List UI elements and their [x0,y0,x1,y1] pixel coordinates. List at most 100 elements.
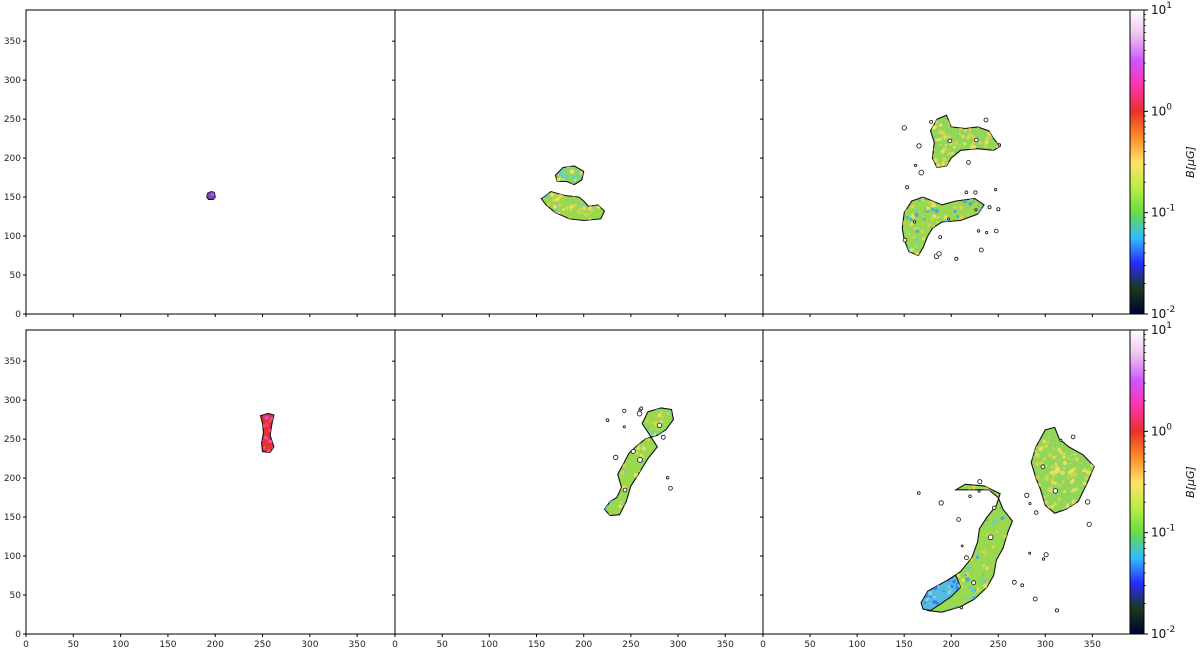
blob [929,114,1001,169]
texture-dot [668,505,673,510]
texture-dot [1050,465,1055,469]
texture-dot [952,231,956,234]
contour-fragment [947,138,953,144]
texture-dot [955,225,959,229]
y-tick-label: 150 [4,193,21,203]
texture-dot [992,124,997,129]
texture-dot [995,530,999,534]
texture-dot [983,143,989,148]
contour-fragment [1086,521,1092,527]
texture-dot [964,122,967,125]
texture-dot [975,235,980,240]
y-tick-label: 0 [15,310,21,320]
texture-dot [639,429,642,432]
texture-dot [947,490,950,492]
texture-dot [969,508,971,510]
texture-dot [923,572,927,576]
texture-dot [1082,481,1087,486]
texture-dot [935,231,940,236]
texture-dot [657,464,659,467]
texture-dot [976,610,979,613]
blob-group [259,412,275,453]
texture-dot [964,152,967,155]
texture-dot [994,151,997,154]
texture-dot [629,509,632,512]
texture-dot [914,209,919,213]
texture-dot [981,125,984,128]
texture-dot [905,198,909,202]
contour-fragment [639,406,644,411]
texture-dot [977,509,982,514]
texture-dot [963,596,968,601]
texture-dot [628,432,633,436]
texture-dot [966,232,969,234]
texture-dot [638,435,641,438]
x-tick-label: 300 [1037,640,1054,650]
contour-fragment [1024,492,1030,498]
texture-dot [966,517,970,521]
texture-dot [952,198,955,201]
contour-fragments [605,406,673,493]
texture-dot [970,123,974,127]
texture-dot [1090,446,1095,451]
texture-dot [617,417,622,423]
texture-dot [1069,453,1073,457]
texture-dot [939,505,945,510]
texture-dot [614,485,619,490]
texture-dot [546,202,551,207]
texture-dot [653,452,656,455]
texture-dot [985,566,989,570]
texture-dot [1058,459,1060,462]
texture-dot [944,542,947,545]
texture-dot [925,526,929,531]
texture-dot [938,568,942,572]
texture-dot [1045,464,1048,467]
contour-fragment [1028,551,1032,555]
texture-dot [967,549,971,554]
texture-dot [987,153,992,158]
contour-fragment [630,448,636,454]
texture-dot [947,125,950,128]
texture-dot [568,208,573,212]
texture-dot [931,578,934,581]
texture-dot [902,220,906,226]
texture-dot [577,194,580,197]
texture-dot [1046,440,1050,444]
texture-dot [1052,455,1056,459]
texture-dot [588,218,592,221]
texture-dot [974,151,979,155]
texture-dot [1058,470,1061,474]
contour-fragment [992,505,997,510]
texture-dot [950,564,955,568]
texture-dot [999,507,1002,510]
texture-dot [660,411,663,414]
texture-dot [648,470,653,475]
texture-dot [1032,447,1035,450]
texture-dot [654,475,659,481]
texture-dot [951,238,956,243]
texture-dot [211,191,214,195]
texture-dot [579,171,583,175]
texture-dot [1052,469,1058,475]
texture-dot [942,510,947,514]
texture-dot [938,487,943,491]
texture-dot [620,449,624,453]
texture-dot [941,157,947,162]
texture-dot [930,162,933,166]
texture-dot [662,469,666,472]
texture-dot [969,151,972,154]
texture-dot [964,573,968,577]
contour-fragment [918,169,925,176]
texture-dot [1066,428,1069,431]
contour-fragment [1033,510,1039,515]
texture-dot [942,590,945,593]
texture-dot [930,146,932,149]
texture-dot [918,199,921,202]
texture-dot [1032,490,1035,493]
texture-dot [614,462,618,466]
texture-dot [937,584,940,588]
x-tick-label: 300 [669,640,686,650]
x-tick-label: 150 [528,640,545,650]
contour-fragment [959,606,964,610]
texture-dot [637,446,641,451]
